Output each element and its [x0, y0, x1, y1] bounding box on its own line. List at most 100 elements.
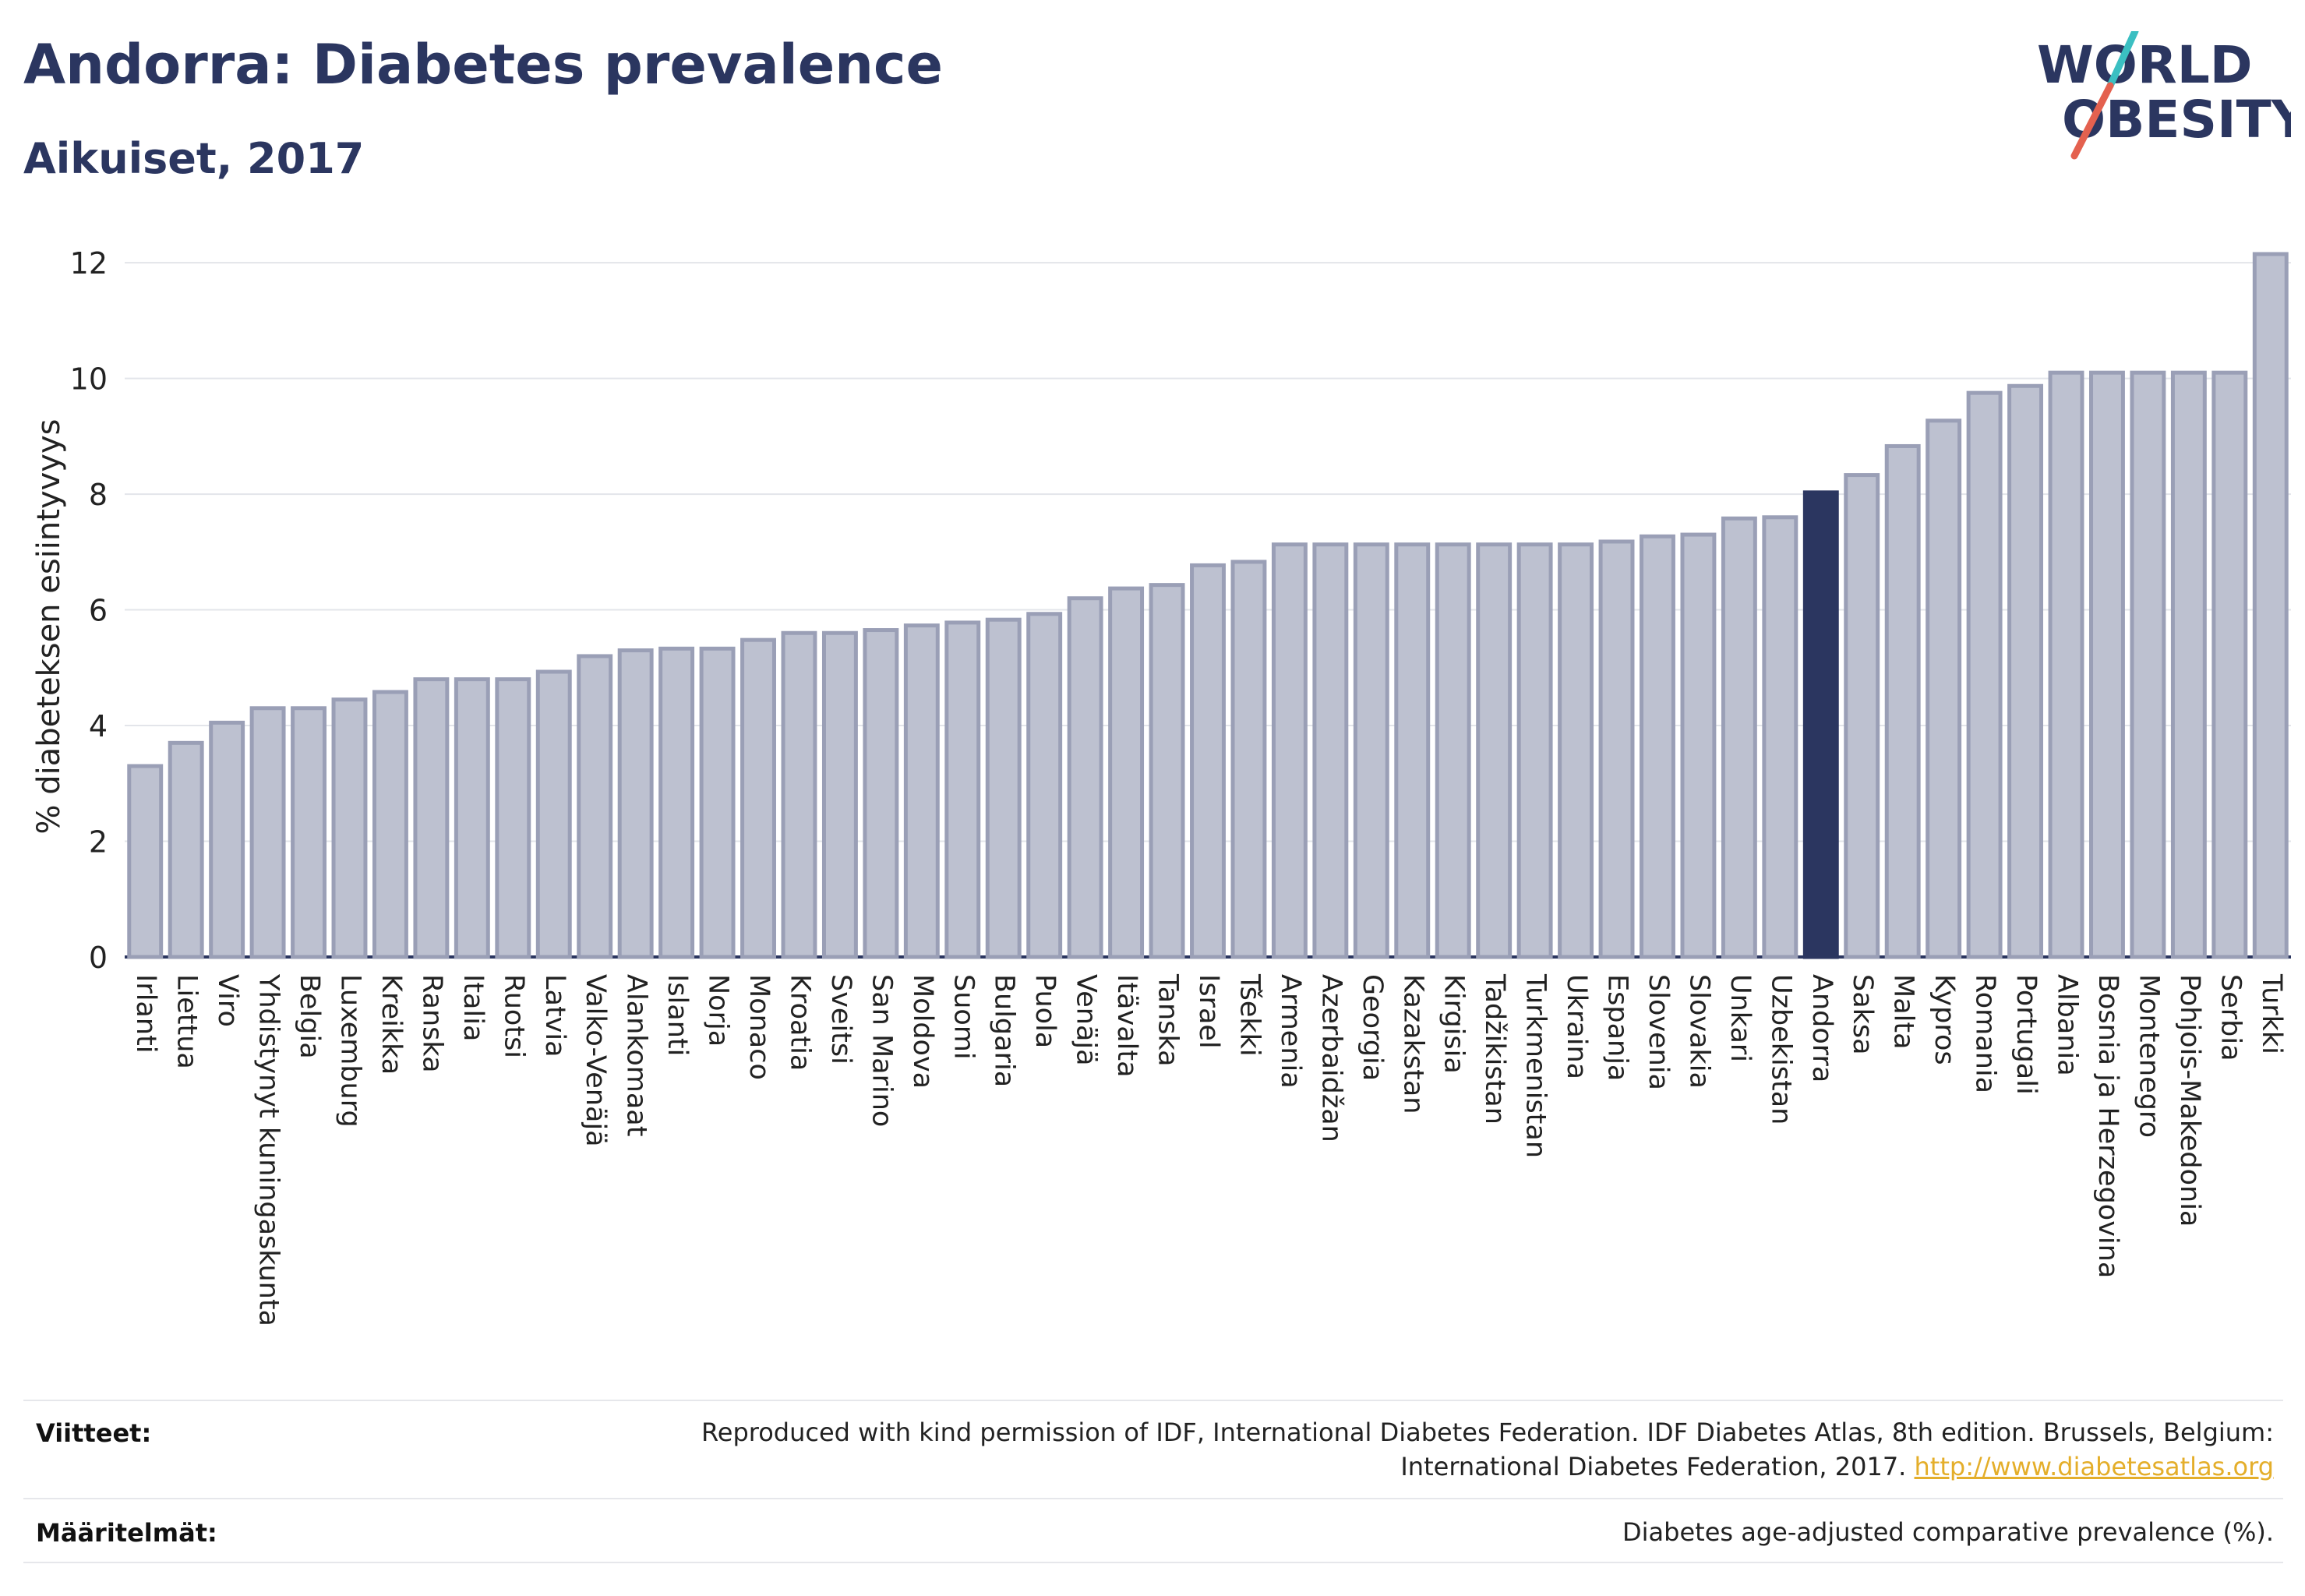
- bar: [1271, 542, 1308, 959]
- bar: [495, 677, 531, 959]
- bar: [1353, 542, 1389, 959]
- logo-slash-teal: [2106, 31, 2139, 90]
- bar: [863, 628, 899, 959]
- bar: [821, 630, 858, 959]
- bar: [1680, 532, 1717, 959]
- bar: [1435, 542, 1471, 959]
- bar: [740, 637, 776, 959]
- world-obesity-logo: WORLD OBESITY: [2037, 31, 2291, 160]
- bar: [249, 706, 286, 959]
- bar: [1149, 583, 1185, 959]
- x-tick-label: Belgia: [294, 974, 325, 1059]
- x-tick-label: Alankomaat: [621, 974, 652, 1136]
- x-tick-label: Itävalta: [1111, 974, 1142, 1078]
- footer-divider-top: [23, 1400, 2283, 1401]
- bar: [1598, 539, 1635, 959]
- x-tick-label: Norja: [703, 974, 734, 1047]
- x-tick-label: Israel: [1193, 974, 1224, 1049]
- references-text: Reproduced with kind permission of IDF, …: [701, 1415, 2274, 1484]
- bar: [209, 720, 245, 959]
- x-tick-label: San Marino: [866, 974, 897, 1127]
- bar: [2007, 383, 2044, 959]
- references-line2: International Diabetes Federation, 2017.…: [701, 1449, 2274, 1484]
- x-tick-label: Moldova: [907, 974, 938, 1089]
- bar: [2089, 370, 2125, 959]
- x-tick-label: Kypros: [1929, 974, 1960, 1065]
- x-tick-label: Albania: [2052, 974, 2083, 1076]
- bar: [454, 677, 490, 959]
- x-tick-label: Luxemburg: [334, 974, 365, 1128]
- bar: [1884, 443, 1921, 959]
- x-tick-label: Kirgisia: [1438, 974, 1470, 1074]
- x-tick-label: Slovenia: [1643, 974, 1674, 1090]
- x-tick-label: Tadžikistan: [1479, 973, 1510, 1125]
- bar-chart: 0 2 4 6 8 10 12 Irlanti Liettua Viro Yhdistynyt k…: [31, 246, 2291, 1326]
- x-tick-label: Ukraina: [1561, 974, 1592, 1079]
- x-tick-label: Tanska: [1152, 973, 1184, 1067]
- bar: [2170, 370, 2207, 959]
- bar: [1844, 473, 1880, 959]
- x-tick-label: Armenia: [1275, 974, 1306, 1089]
- y-tick-labels: 0 2 4 6 8 10 12: [70, 246, 108, 975]
- y-tick-label: 8: [89, 478, 108, 512]
- x-tick-label: Unkari: [1724, 974, 1756, 1062]
- x-tick-labels: Irlanti Liettua Viro Yhdistynyt kuningaskun…: [130, 973, 2287, 1326]
- x-tick-label: Portugali: [2010, 974, 2042, 1095]
- bar: [699, 646, 736, 959]
- bar: [331, 697, 368, 959]
- page-title: Andorra: Diabetes prevalence: [23, 33, 943, 97]
- x-tick-label: Bosnia ja Herzegovina: [2092, 974, 2123, 1278]
- bar: [1026, 612, 1063, 959]
- bar: [2211, 370, 2248, 959]
- x-tick-label: Azerbaidžan: [1315, 974, 1347, 1142]
- y-axis-label: % diabeteksen esiintyvyys: [31, 419, 67, 835]
- bar-highlight: [1802, 490, 1839, 959]
- references-link[interactable]: http://www.diabetesatlas.org: [1914, 1452, 2274, 1481]
- x-tick-label: Malta: [1888, 974, 1919, 1050]
- x-tick-label: Bulgaria: [989, 974, 1020, 1087]
- bar: [1721, 516, 1757, 959]
- bar: [291, 706, 327, 959]
- bar: [1640, 534, 1675, 959]
- definitions-label: Määritelmät:: [36, 1518, 217, 1548]
- bar: [2048, 370, 2084, 959]
- bar: [1926, 418, 1962, 959]
- x-tick-label: Irlanti: [130, 974, 161, 1054]
- x-tick-label: Tšekki: [1234, 973, 1265, 1057]
- x-tick-label: Puola: [1029, 974, 1061, 1048]
- x-tick-label: Italia: [457, 974, 489, 1041]
- x-tick-label: Ranska: [416, 974, 447, 1073]
- bar: [1230, 560, 1267, 959]
- x-tick-label: Liettua: [171, 974, 203, 1069]
- x-tick-label: Kazakstan: [1397, 974, 1428, 1114]
- bars: [127, 252, 2289, 959]
- bar: [168, 740, 204, 959]
- bar: [781, 630, 817, 959]
- bar: [577, 654, 613, 959]
- page-subtitle: Aikuiset, 2017: [23, 134, 365, 183]
- x-tick-label: Espanja: [1602, 974, 1633, 1081]
- bar: [1516, 542, 1553, 959]
- bar: [127, 764, 164, 959]
- x-tick-label: Yhdistynyt kuningaskunta: [253, 973, 284, 1326]
- references-line2-text: International Diabetes Federation, 2017.: [1400, 1452, 1907, 1481]
- x-tick-label: Uzbekistan: [1765, 974, 1796, 1125]
- references-line1: Reproduced with kind permission of IDF, …: [701, 1418, 2274, 1447]
- logo-line1: WORLD: [2037, 35, 2253, 95]
- x-tick-label: Viro: [212, 974, 243, 1027]
- x-tick-label: Pohjois-Makedonia: [2174, 974, 2205, 1227]
- footer-divider-middle: [23, 1498, 2283, 1499]
- y-tick-label: 12: [70, 246, 108, 281]
- bar: [1558, 542, 1594, 959]
- bar: [1762, 515, 1798, 959]
- y-tick-label: 4: [89, 709, 108, 743]
- x-tick-label: Kroatia: [784, 974, 815, 1071]
- x-tick-label: Turkki: [2256, 973, 2287, 1054]
- footer-divider-bottom: [23, 1562, 2283, 1563]
- x-tick-label: Romania: [1970, 974, 2001, 1093]
- logo-slash-red: [2070, 82, 2114, 160]
- x-tick-label: Latvia: [539, 974, 570, 1058]
- bar: [535, 669, 572, 959]
- bar: [2130, 370, 2166, 959]
- x-tick-label: Montenegro: [2133, 974, 2164, 1138]
